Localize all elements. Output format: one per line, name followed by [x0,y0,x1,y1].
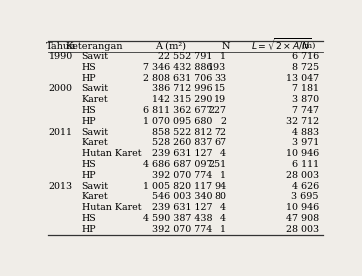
Text: Keterangan: Keterangan [66,42,123,51]
Text: HP: HP [82,117,96,126]
Text: 22 552 791: 22 552 791 [158,52,212,61]
Text: 4 590 387 438: 4 590 387 438 [143,214,212,223]
Text: 239 631 127: 239 631 127 [152,203,212,212]
Text: 7 346 432 886: 7 346 432 886 [143,63,212,72]
Text: 1 070 095 680: 1 070 095 680 [143,117,212,126]
Text: 4: 4 [220,149,226,158]
Text: 19: 19 [214,95,226,104]
Text: $L = \sqrt{2 \times A/N}$: $L = \sqrt{2 \times A/N}$ [252,37,312,54]
Text: 2: 2 [220,117,226,126]
Text: 4: 4 [220,203,226,212]
Text: 94: 94 [214,182,226,191]
Text: 6 111: 6 111 [292,160,319,169]
Text: 2 808 631 706: 2 808 631 706 [143,74,212,83]
Text: 3 695: 3 695 [291,192,319,201]
Text: 10 946: 10 946 [286,149,319,158]
Text: 251: 251 [208,160,226,169]
Text: 2013: 2013 [49,182,73,191]
Text: Hutan Karet: Hutan Karet [82,149,141,158]
Text: 4 883: 4 883 [292,128,319,137]
Text: 1: 1 [220,171,226,180]
Text: Karet: Karet [82,95,108,104]
Text: 80: 80 [214,192,226,201]
Text: 2011: 2011 [49,128,73,137]
Text: 7 181: 7 181 [292,84,319,93]
Text: 392 070 774: 392 070 774 [152,225,212,234]
Text: 1 005 820 117: 1 005 820 117 [143,182,212,191]
Text: 6 716: 6 716 [291,52,319,61]
Text: Hutan Karet: Hutan Karet [82,203,141,212]
Text: 4 626: 4 626 [291,182,319,191]
Text: HS: HS [82,106,96,115]
Text: A (m²): A (m²) [155,42,186,51]
Text: HP: HP [82,171,96,180]
Text: Sawit: Sawit [82,128,109,137]
Text: 28 003: 28 003 [286,171,319,180]
Text: Sawit: Sawit [82,84,109,93]
Text: 2000: 2000 [49,84,73,93]
Text: 193: 193 [208,63,226,72]
Text: 1: 1 [220,52,226,61]
Text: 72: 72 [214,128,226,137]
Text: 1: 1 [220,225,226,234]
Text: Sawit: Sawit [82,52,109,61]
Text: 858 522 812: 858 522 812 [152,128,212,137]
Text: 546 003 340: 546 003 340 [152,192,212,201]
Text: 3 971: 3 971 [291,138,319,147]
Text: HS: HS [82,63,96,72]
Text: 4: 4 [220,214,226,223]
Text: 33: 33 [214,74,226,83]
Text: 67: 67 [214,138,226,147]
Text: 6 811 362 677: 6 811 362 677 [143,106,212,115]
Text: 32 712: 32 712 [286,117,319,126]
Text: Tahun: Tahun [46,42,76,51]
Text: 7 747: 7 747 [292,106,319,115]
Text: 227: 227 [208,106,226,115]
Text: 28 003: 28 003 [286,225,319,234]
Text: HP: HP [82,225,96,234]
Text: 15: 15 [214,84,226,93]
Text: 386 712 996: 386 712 996 [152,84,212,93]
Text: Sawit: Sawit [82,182,109,191]
Text: Karet: Karet [82,192,108,201]
Text: 13 047: 13 047 [286,74,319,83]
Text: Karet: Karet [82,138,108,147]
Text: (m): (m) [302,41,316,49]
Text: 4 686 687 097: 4 686 687 097 [143,160,212,169]
Text: 142 315 290: 142 315 290 [152,95,212,104]
Text: 1990: 1990 [49,52,73,61]
Text: 392 070 774: 392 070 774 [152,171,212,180]
Text: HS: HS [82,160,96,169]
Text: 528 260 837: 528 260 837 [152,138,212,147]
Text: 8 725: 8 725 [292,63,319,72]
Text: 239 631 127: 239 631 127 [152,149,212,158]
Text: HP: HP [82,74,96,83]
Text: 47 908: 47 908 [286,214,319,223]
Text: 3 870: 3 870 [292,95,319,104]
Text: 10 946: 10 946 [286,203,319,212]
Text: HS: HS [82,214,96,223]
Text: N: N [222,42,231,51]
